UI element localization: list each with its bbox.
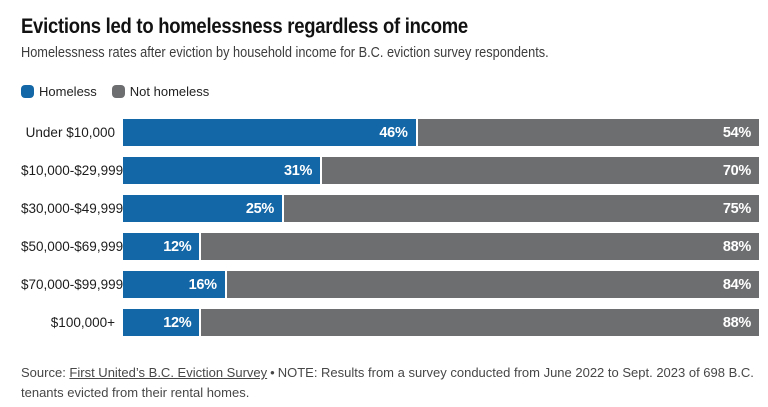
row-bars: 12% 88%	[123, 233, 759, 260]
homeless-value-label: 46%	[379, 124, 408, 141]
not-homeless-value-label: 84%	[722, 276, 751, 293]
not-homeless-value-label: 54%	[722, 124, 751, 141]
row-bars: 16% 84%	[123, 271, 759, 298]
separator: •	[270, 365, 275, 380]
chart-row: $10,000-$29,999 31% 70%	[21, 157, 759, 184]
segment-homeless: 46%	[123, 119, 416, 146]
segment-homeless: 12%	[123, 309, 200, 336]
row-bars: 25% 75%	[123, 195, 759, 222]
chart-row: $30,000-$49,999 25% 75%	[21, 195, 759, 222]
chart-row: $70,000-$99,999 16% 84%	[21, 271, 759, 298]
not-homeless-value-label: 88%	[722, 238, 751, 255]
segment-not-homeless: 54%	[417, 119, 759, 146]
segment-homeless: 31%	[123, 157, 321, 184]
legend-item-homeless: Homeless	[21, 84, 97, 99]
legend: Homeless Not homeless	[21, 83, 759, 99]
segment-homeless: 16%	[123, 271, 225, 298]
chart-subtitle: Homelessness rates after eviction by hou…	[21, 45, 549, 61]
not-homeless-value-label: 88%	[722, 314, 751, 331]
row-bars: 31% 70%	[123, 157, 759, 184]
not-homeless-value-label: 75%	[722, 200, 751, 217]
row-label: $70,000-$99,999	[21, 277, 124, 292]
source-prefix: Source:	[21, 365, 70, 380]
row-label: $50,000-$69,999	[21, 239, 124, 254]
row-label: Under $10,000	[25, 125, 115, 140]
not-homeless-value-label: 70%	[722, 162, 751, 179]
source-link[interactable]: First United’s B.C. Eviction Survey	[69, 365, 268, 380]
segment-homeless: 12%	[123, 233, 200, 260]
row-bars: 12% 88%	[123, 309, 759, 336]
row-label: $100,000+	[50, 315, 115, 330]
chart-row: $100,000+ 12% 88%	[21, 309, 759, 336]
chart-row: Under $10,000 46% 54%	[21, 119, 759, 146]
segment-homeless: 25%	[123, 195, 282, 222]
legend-swatch-not-homeless-icon	[111, 84, 125, 98]
segment-not-homeless: 88%	[201, 309, 759, 336]
segment-not-homeless: 88%	[201, 233, 759, 260]
homeless-value-label: 12%	[163, 314, 192, 331]
homeless-value-label: 25%	[245, 200, 274, 217]
legend-swatch-homeless-icon	[21, 84, 34, 98]
homeless-value-label: 16%	[188, 276, 217, 293]
legend-label-not-homeless: Not homeless	[129, 83, 210, 99]
bar-chart: Under $10,000 46% 54% $10,000-$29,999 31…	[21, 119, 759, 336]
homeless-value-label: 12%	[163, 238, 192, 255]
source-note: Source: First United’s B.C. Eviction Sur…	[21, 363, 758, 403]
row-bars: 46% 54%	[123, 119, 759, 146]
segment-not-homeless: 84%	[226, 271, 759, 298]
homeless-value-label: 31%	[284, 162, 313, 179]
legend-item-not-homeless: Not homeless	[111, 83, 210, 99]
chart-row: $50,000-$69,999 12% 88%	[21, 233, 759, 260]
legend-label-homeless: Homeless	[39, 83, 97, 99]
segment-not-homeless: 75%	[284, 195, 759, 222]
page-title: Evictions led to homelessness regardless…	[21, 15, 468, 38]
segment-not-homeless: 70%	[322, 157, 759, 184]
row-label: $10,000-$29,999	[21, 163, 124, 178]
note-text: NOTE: Results from a survey conducted fr…	[21, 365, 754, 400]
row-label: $30,000-$49,999	[21, 201, 124, 216]
